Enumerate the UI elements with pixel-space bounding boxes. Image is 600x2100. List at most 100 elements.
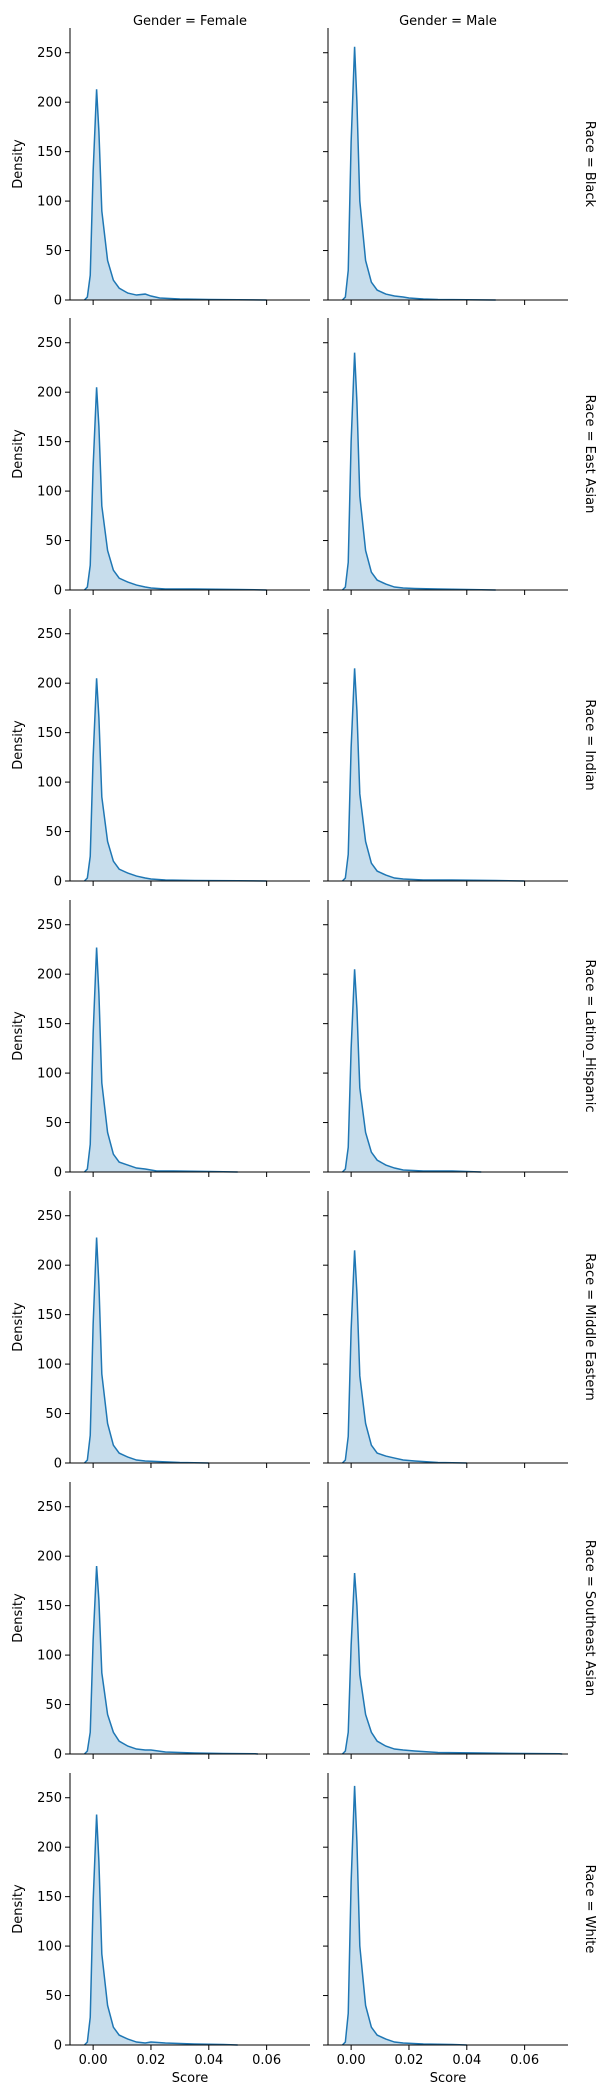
x-tick-label: 0.06 xyxy=(510,2053,539,2068)
y-tick-label: 150 xyxy=(37,145,62,160)
y-tick-label: 0 xyxy=(54,2039,62,2054)
facet-panel: 0 50 100 150 200 250 Density xyxy=(11,1482,310,1763)
facet-panel: 0 50 100 150 200 250 Density xyxy=(11,1191,310,1472)
y-tick-label: 250 xyxy=(37,1791,62,1806)
density-fill xyxy=(84,1566,258,1754)
y-tick-label: 250 xyxy=(37,46,62,61)
facet-panel: 0 50 100 150 200 250 Density xyxy=(11,318,310,599)
y-tick-label: 50 xyxy=(45,1698,62,1713)
row-title: Race = Indian xyxy=(582,699,597,790)
density-line xyxy=(341,1785,467,2046)
density-line xyxy=(83,1237,209,1464)
y-tick-label: 0 xyxy=(54,584,62,599)
x-tick-label: 0.02 xyxy=(136,2053,165,2068)
y-tick-label: 200 xyxy=(37,968,62,983)
y-tick-label: 150 xyxy=(37,726,62,741)
y-tick-label: 200 xyxy=(37,1841,62,1856)
density-fill xyxy=(342,352,496,590)
y-tick-label: 100 xyxy=(37,1358,62,1373)
density-fill xyxy=(342,1573,563,1754)
row-title: Race = Middle Eastern xyxy=(582,1253,597,1401)
row-title: Race = White xyxy=(582,1865,597,1954)
x-tick-label: 0.04 xyxy=(194,2053,223,2068)
y-axis-label: Density xyxy=(11,1593,26,1643)
y-tick-label: 250 xyxy=(37,918,62,933)
y-tick-label: 0 xyxy=(54,294,62,309)
x-tick-label: 0.04 xyxy=(452,2053,481,2068)
x-tick-label: 0.00 xyxy=(79,2053,108,2068)
y-tick-label: 100 xyxy=(37,1649,62,1664)
x-tick-label: 0.02 xyxy=(394,2053,423,2068)
y-tick-label: 150 xyxy=(37,435,62,450)
row-title: Race = East Asian xyxy=(582,395,597,514)
facet-panel: 0 50 100 150 200 250 Density xyxy=(11,28,310,309)
y-axis-label: Density xyxy=(11,139,26,189)
facet-panel xyxy=(323,900,568,1177)
density-line xyxy=(83,89,267,301)
facet-panel xyxy=(323,28,568,305)
y-tick-label: 100 xyxy=(37,195,62,210)
row-title: Race = Southeast Asian xyxy=(582,1540,597,1696)
density-line xyxy=(83,678,267,882)
y-tick-label: 100 xyxy=(37,485,62,500)
y-tick-label: 200 xyxy=(37,386,62,401)
facet-panel xyxy=(323,1191,568,1468)
y-tick-label: 150 xyxy=(37,1308,62,1323)
y-tick-label: 200 xyxy=(37,677,62,692)
y-tick-label: 100 xyxy=(37,776,62,791)
density-fill xyxy=(84,678,267,881)
density-fill xyxy=(342,46,496,300)
x-axis-label: Score xyxy=(430,2071,466,2086)
row-title: Race = Latino_Hispanic xyxy=(582,959,597,1112)
density-fill xyxy=(84,947,238,1172)
facet-panel xyxy=(323,1482,568,1759)
y-tick-label: 250 xyxy=(37,627,62,642)
facet-panel: 0 50 100 150 200 250 Density xyxy=(11,609,310,890)
y-axis-label: Density xyxy=(11,1884,26,1934)
y-tick-label: 200 xyxy=(37,1550,62,1565)
y-tick-label: 250 xyxy=(37,1209,62,1224)
density-fill xyxy=(342,969,482,1172)
facet-panel xyxy=(323,609,568,886)
y-axis-label: Density xyxy=(11,1302,26,1352)
y-tick-label: 50 xyxy=(45,534,62,549)
x-axis-label: Score xyxy=(172,2071,208,2086)
y-axis-label: Density xyxy=(11,429,26,479)
y-tick-label: 250 xyxy=(37,336,62,351)
density-fill xyxy=(342,668,525,881)
y-tick-label: 150 xyxy=(37,1017,62,1032)
density-fill xyxy=(342,1785,467,2045)
y-tick-label: 0 xyxy=(54,1457,62,1472)
y-tick-label: 0 xyxy=(54,1748,62,1763)
y-tick-label: 200 xyxy=(37,1259,62,1274)
facet-panel xyxy=(323,318,568,595)
y-tick-label: 150 xyxy=(37,1890,62,1905)
y-tick-label: 50 xyxy=(45,1989,62,2004)
density-fill xyxy=(84,89,267,300)
column-title: Gender = Male xyxy=(399,14,497,29)
y-tick-label: 50 xyxy=(45,1407,62,1422)
facet-panel: 0 50 100 150 200 250 Density xyxy=(11,900,310,1181)
y-tick-label: 50 xyxy=(45,1116,62,1131)
y-tick-label: 50 xyxy=(45,825,62,840)
density-line xyxy=(83,387,267,591)
density-line xyxy=(341,668,525,882)
y-tick-label: 200 xyxy=(37,96,62,111)
y-axis-label: Density xyxy=(11,720,26,770)
density-line xyxy=(83,1814,238,2046)
y-tick-label: 0 xyxy=(54,875,62,890)
density-line xyxy=(341,969,482,1173)
y-tick-label: 50 xyxy=(45,244,62,259)
x-tick-label: 0.00 xyxy=(337,2053,366,2068)
facet-panel: 0 50 100 150 200 250 0.00 0.02 0.04 0.06 Density Sc… xyxy=(11,1773,310,2086)
density-fill xyxy=(84,1237,209,1463)
density-fill xyxy=(84,387,267,590)
facet-panel: 0.00 0.02 0.04 0.06 Score xyxy=(323,1773,568,2086)
density-fill xyxy=(342,1250,467,1463)
density-line xyxy=(341,1250,467,1464)
density-line xyxy=(83,1566,259,1755)
density-fill xyxy=(84,1814,238,2045)
density-line xyxy=(83,947,238,1173)
density-line xyxy=(341,46,496,301)
